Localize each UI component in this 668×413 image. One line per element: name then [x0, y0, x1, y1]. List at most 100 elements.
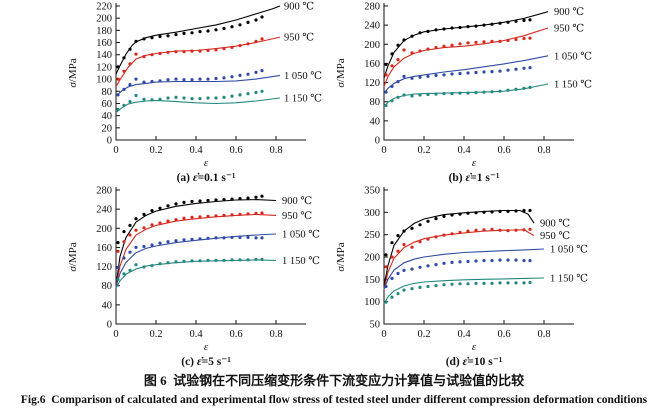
subplot-d: 50 100 150 200 250 300 350 0 0.2 0.4 0.6 0.8 σ/MPa ε (… — [334, 184, 668, 369]
experimental-point — [260, 194, 264, 198]
y-tick-label: 350 — [364, 186, 380, 197]
experimental-point — [230, 235, 234, 239]
experimental-point — [198, 215, 202, 219]
experimental-point — [466, 41, 470, 45]
experimental-point — [246, 72, 250, 76]
experimental-point — [466, 229, 470, 233]
experimental-point — [506, 88, 510, 92]
experimental-point — [390, 99, 394, 103]
experimental-point — [410, 245, 414, 249]
experimental-point — [238, 73, 242, 77]
x-tick-label: 0.8 — [269, 145, 282, 156]
experimental-point — [402, 48, 406, 52]
experimental-point — [214, 48, 218, 52]
experimental-point — [254, 257, 258, 261]
y-tick-label: 180 — [96, 26, 112, 37]
experimental-point — [490, 22, 494, 26]
experimental-point — [514, 19, 518, 23]
experimental-point — [396, 80, 400, 84]
experimental-point — [166, 219, 170, 223]
experimental-point — [158, 241, 162, 245]
experimental-point — [206, 29, 210, 33]
experimental-point — [396, 249, 400, 253]
experimental-point — [122, 256, 126, 260]
legend-label-1050℃: 1 050 ℃ — [554, 51, 592, 62]
experimental-point — [410, 226, 414, 230]
experimental-point — [474, 281, 478, 285]
experimental-point — [434, 46, 438, 50]
experimental-point — [134, 52, 138, 56]
experimental-point — [442, 214, 446, 218]
experimental-point — [142, 37, 146, 41]
experimental-point — [434, 217, 438, 221]
experimental-point — [116, 107, 120, 112]
experimental-point — [182, 96, 186, 100]
experimental-point — [418, 240, 422, 244]
experimental-point — [418, 49, 422, 53]
legend-label-900℃: 900 ℃ — [554, 7, 584, 18]
legend-label-1050℃: 1 050 ℃ — [284, 71, 322, 82]
x-tick-label: 0.6 — [229, 145, 242, 156]
subplot-b: 0 40 80 120 160 200 240 280 0 0.2 0.4 0.6 0.8 σ/MPa ε (… — [334, 0, 668, 185]
y-tick-label: 250 — [364, 230, 380, 241]
experimental-point — [128, 250, 132, 254]
experimental-point — [222, 26, 226, 31]
experimental-point — [514, 67, 518, 71]
experimental-point — [522, 208, 526, 213]
x-tick-label: 0.8 — [537, 145, 550, 156]
experimental-point — [222, 76, 226, 80]
experimental-point — [134, 93, 138, 98]
experimental-point — [190, 237, 194, 241]
legend-label-900℃: 900 ℃ — [540, 219, 570, 230]
caption-english: Fig.6 Comparison of calculated and exper… — [20, 394, 648, 406]
experimental-point — [426, 47, 430, 51]
experimental-point — [230, 25, 234, 29]
experimental-point — [158, 51, 162, 56]
experimental-point — [450, 213, 454, 217]
subplot-c-title: (c) ε̇=5 s⁻¹ — [181, 356, 231, 368]
experimental-point — [166, 240, 170, 244]
experimental-point — [458, 282, 462, 286]
experimental-point — [482, 40, 486, 44]
experimental-point — [122, 69, 126, 73]
x-tick-label: 0.4 — [457, 329, 471, 340]
experimental-point — [238, 258, 242, 262]
experimental-point — [128, 233, 132, 237]
experimental-point — [474, 91, 478, 95]
experimental-point — [490, 281, 494, 285]
legend-label-1050℃: 1 050 ℃ — [550, 244, 588, 255]
experimental-point — [206, 96, 210, 100]
y-tick-label: 300 — [364, 208, 380, 219]
experimental-point — [498, 258, 502, 262]
experimental-point — [150, 209, 154, 213]
experimental-point — [206, 77, 210, 81]
x-tick-label: 0.6 — [497, 145, 510, 156]
x-axis-label: ε — [204, 157, 209, 169]
y-tick-label: 100 — [364, 297, 380, 308]
experimental-point — [474, 70, 478, 75]
experimental-point — [182, 238, 186, 242]
experimental-point — [390, 241, 394, 245]
experimental-point — [158, 34, 162, 39]
experimental-point — [458, 212, 462, 216]
experimental-point — [198, 259, 202, 263]
experimental-point — [214, 198, 218, 202]
experimental-point — [490, 70, 494, 74]
y-tick-label: 240 — [364, 21, 380, 32]
experimental-point — [384, 73, 388, 77]
calculated-line-900℃ — [115, 199, 277, 286]
experimental-point — [142, 212, 146, 216]
experimental-point — [254, 236, 258, 240]
experimental-point — [122, 56, 126, 60]
y-tick-label: 200 — [96, 224, 112, 235]
experimental-point — [482, 210, 486, 214]
experimental-point — [466, 211, 470, 215]
experimental-point — [466, 91, 470, 95]
experimental-point — [134, 228, 138, 232]
experimental-point — [450, 43, 454, 47]
y-tick-label: 160 — [364, 59, 380, 70]
experimental-point — [230, 45, 234, 50]
experimental-point — [246, 92, 250, 96]
experimental-point — [506, 229, 510, 233]
subplot-b-canvas: 0 40 80 120 160 200 240 280 0 0.2 0.4 0.6 0.8 σ/MPa ε (… — [335, 2, 592, 185]
